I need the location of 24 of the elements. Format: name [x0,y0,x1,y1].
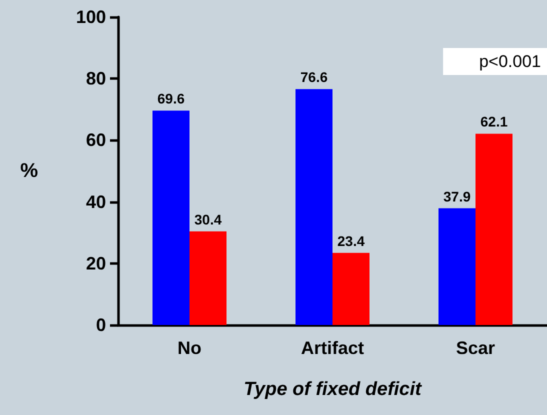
data-label: 69.6 [157,90,185,107]
y-tick-label: 100 [76,7,106,27]
data-label: 23.4 [337,232,365,249]
x-tick-label: Scar [456,338,496,358]
y-tick-label: 80 [86,68,106,89]
y-tick-label: 20 [86,253,106,274]
y-axis-title: % [20,160,38,182]
y-tick-label: 60 [86,130,106,150]
y-tick-label: 40 [86,192,106,212]
bar [438,208,476,325]
y-tick-label: 0 [96,315,106,335]
bar [332,252,370,325]
bar [296,89,332,325]
data-label: 30.4 [194,211,222,228]
bar [190,231,226,325]
data-label: 62.1 [480,114,508,130]
data-label: 37.9 [443,188,471,204]
x-tick-label: No [178,338,202,358]
x-axis-title: Type of fixed deficit [244,379,422,400]
bar [152,110,190,325]
bar [476,134,512,325]
x-tick-label: Artifact [300,338,364,358]
annotation: p<0.001 [479,52,542,71]
data-label: 76.6 [300,69,328,86]
